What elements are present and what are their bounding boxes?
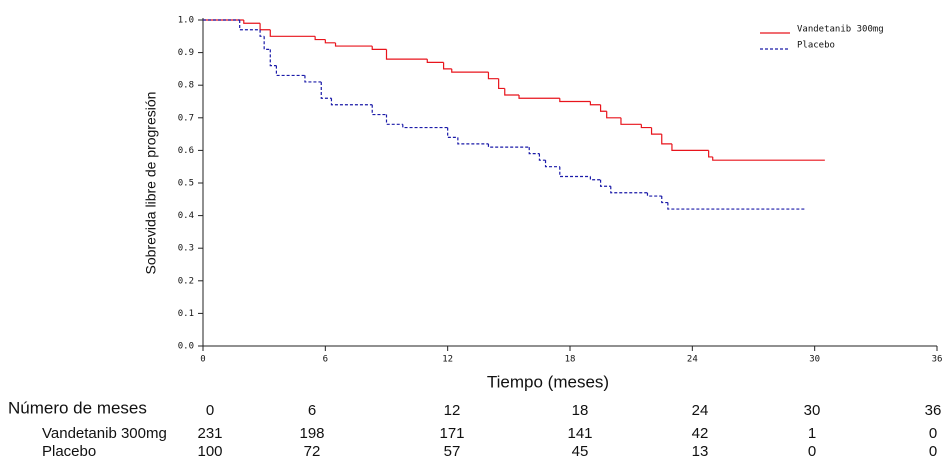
survival-step <box>275 65 305 77</box>
risk-row-label: Placebo <box>42 443 96 460</box>
risk-count: 198 <box>299 425 324 442</box>
y-tick-label: 0.8 <box>178 81 194 91</box>
survival-step <box>447 127 458 138</box>
y-tick-label: 0.5 <box>178 179 194 189</box>
risk-time: 30 <box>804 402 821 419</box>
risk-count: 45 <box>572 443 589 460</box>
survival-step <box>442 62 452 70</box>
risk-count: 13 <box>692 443 709 460</box>
risk-time: 12 <box>444 402 461 419</box>
survival-step <box>330 98 373 106</box>
risk-row-label: Vandetanib 300mg <box>42 425 167 442</box>
survival-step <box>610 186 648 194</box>
risk-count: 1 <box>808 425 816 442</box>
y-axis-label: Sobrevida libre de progresión <box>143 92 159 275</box>
survival-step <box>599 179 611 187</box>
y-tick-label: 0.6 <box>178 146 194 156</box>
survival-step <box>667 202 805 210</box>
legend-label: Placebo <box>797 41 835 51</box>
survival-step <box>334 42 373 47</box>
x-tick-label: 0 <box>200 355 205 365</box>
y-tick-label: 0.4 <box>178 211 194 221</box>
survival-step <box>385 49 428 60</box>
survival-step <box>650 127 662 135</box>
survival-step <box>528 147 540 155</box>
risk-count: 171 <box>439 425 464 442</box>
survival-step <box>259 29 265 37</box>
survival-step <box>426 59 444 63</box>
survival-step <box>606 111 621 119</box>
survival-step <box>259 23 271 31</box>
risk-count: 0 <box>929 425 937 442</box>
survival-step <box>661 196 668 204</box>
survival-step <box>708 150 713 158</box>
risk-time: 18 <box>572 402 589 419</box>
risk-count: 231 <box>197 425 222 442</box>
survival-step <box>402 124 448 129</box>
survival-step <box>646 192 662 197</box>
y-tick-label: 0.7 <box>178 113 194 123</box>
y-tick-label: 0.1 <box>178 309 194 319</box>
survival-step <box>589 101 601 106</box>
survival-step <box>599 104 607 112</box>
survival-step <box>661 134 672 145</box>
risk-count: 57 <box>444 443 461 460</box>
y-tick-label: 1.0 <box>178 16 194 26</box>
risk-count: 0 <box>808 443 816 460</box>
x-tick-label: 18 <box>565 355 576 365</box>
survival-step <box>324 39 336 44</box>
survival-step <box>304 75 322 83</box>
survival-step <box>620 117 642 125</box>
x-axis-label: Tiempo (meses) <box>487 372 609 391</box>
y-tick-label: 0.0 <box>178 342 194 352</box>
survival-step <box>487 143 530 148</box>
risk-count: 42 <box>692 425 709 442</box>
risk-count: 0 <box>929 443 937 460</box>
survival-step <box>498 78 505 90</box>
survival-step <box>457 137 489 145</box>
x-tick-label: 30 <box>809 355 820 365</box>
survival-step <box>239 20 261 31</box>
x-tick-label: 12 <box>442 355 453 365</box>
y-tick-label: 0.3 <box>178 244 194 254</box>
survival-step <box>671 143 709 151</box>
x-tick-label: 36 <box>932 355 943 365</box>
risk-time: 0 <box>206 402 214 419</box>
survival-step <box>320 81 332 99</box>
y-tick-label: 0.9 <box>178 48 194 58</box>
survival-step <box>371 104 387 116</box>
survival-step <box>385 114 403 125</box>
x-tick-label: 24 <box>687 355 698 365</box>
risk-time: 6 <box>308 402 316 419</box>
survival-step <box>269 29 316 37</box>
survival-step <box>544 160 560 168</box>
survival-step <box>269 49 277 67</box>
survival-step <box>371 46 387 50</box>
survival-step <box>451 68 489 73</box>
survival-step <box>314 36 326 41</box>
survival-step <box>559 166 591 178</box>
risk-count: 72 <box>304 443 321 460</box>
y-tick-label: 0.2 <box>178 276 194 286</box>
survival-step <box>518 94 560 99</box>
x-tick-label: 6 <box>323 355 328 365</box>
survival-step <box>589 176 601 181</box>
survival-step <box>559 98 591 103</box>
survival-step <box>487 72 499 80</box>
survival-step <box>712 156 825 161</box>
risk-table-title: Número de meses <box>8 398 147 417</box>
survival-step <box>263 36 271 50</box>
risk-count: 141 <box>567 425 592 442</box>
legend-label: Vandetanib 300mg <box>797 25 884 35</box>
survival-step <box>243 20 261 24</box>
survival-step <box>504 88 520 96</box>
risk-time: 36 <box>925 402 942 419</box>
risk-time: 24 <box>692 402 709 419</box>
risk-count: 100 <box>197 443 222 460</box>
survival-step <box>538 153 546 161</box>
survival-step <box>640 124 652 129</box>
